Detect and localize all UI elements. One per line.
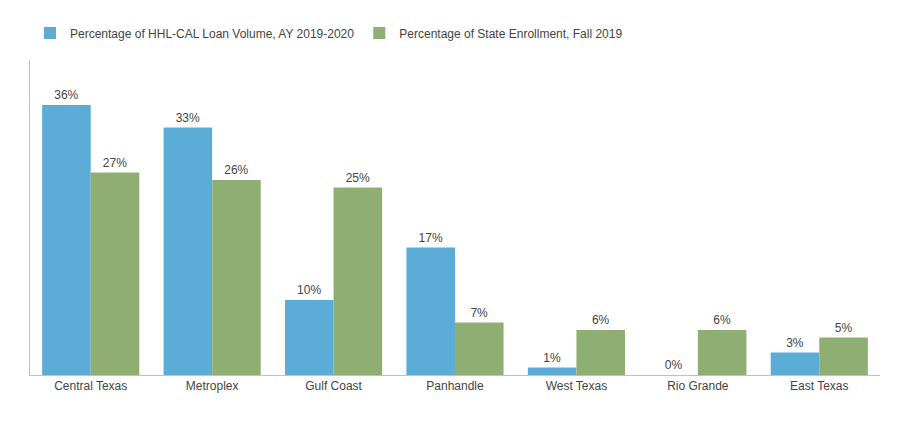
svg-text:7%: 7%: [470, 306, 488, 320]
svg-text:17%: 17%: [419, 231, 443, 245]
svg-text:27%: 27%: [103, 156, 127, 170]
svg-text:Percentage of State Enrollment: Percentage of State Enrollment, Fall 201…: [399, 27, 622, 41]
svg-text:Metroplex: Metroplex: [186, 379, 239, 393]
svg-text:26%: 26%: [224, 163, 248, 177]
svg-text:25%: 25%: [346, 171, 370, 185]
svg-text:East Texas: East Texas: [790, 379, 848, 393]
svg-text:6%: 6%: [713, 313, 731, 327]
svg-text:Central Texas: Central Texas: [54, 379, 127, 393]
svg-text:6%: 6%: [592, 313, 610, 327]
svg-text:Panhandle: Panhandle: [426, 379, 484, 393]
svg-text:Percentage of HHL-CAL Loan Vol: Percentage of HHL-CAL Loan Volume, AY 20…: [70, 27, 354, 41]
svg-text:1%: 1%: [543, 351, 561, 365]
svg-text:West Texas: West Texas: [546, 379, 608, 393]
svg-text:3%: 3%: [786, 336, 804, 350]
svg-text:Rio Grande: Rio Grande: [667, 379, 729, 393]
svg-text:33%: 33%: [176, 111, 200, 125]
svg-text:10%: 10%: [297, 283, 321, 297]
svg-text:5%: 5%: [835, 321, 853, 335]
svg-text:0%: 0%: [665, 358, 683, 372]
svg-text:Gulf Coast: Gulf Coast: [305, 379, 362, 393]
svg-text:36%: 36%: [54, 88, 78, 102]
